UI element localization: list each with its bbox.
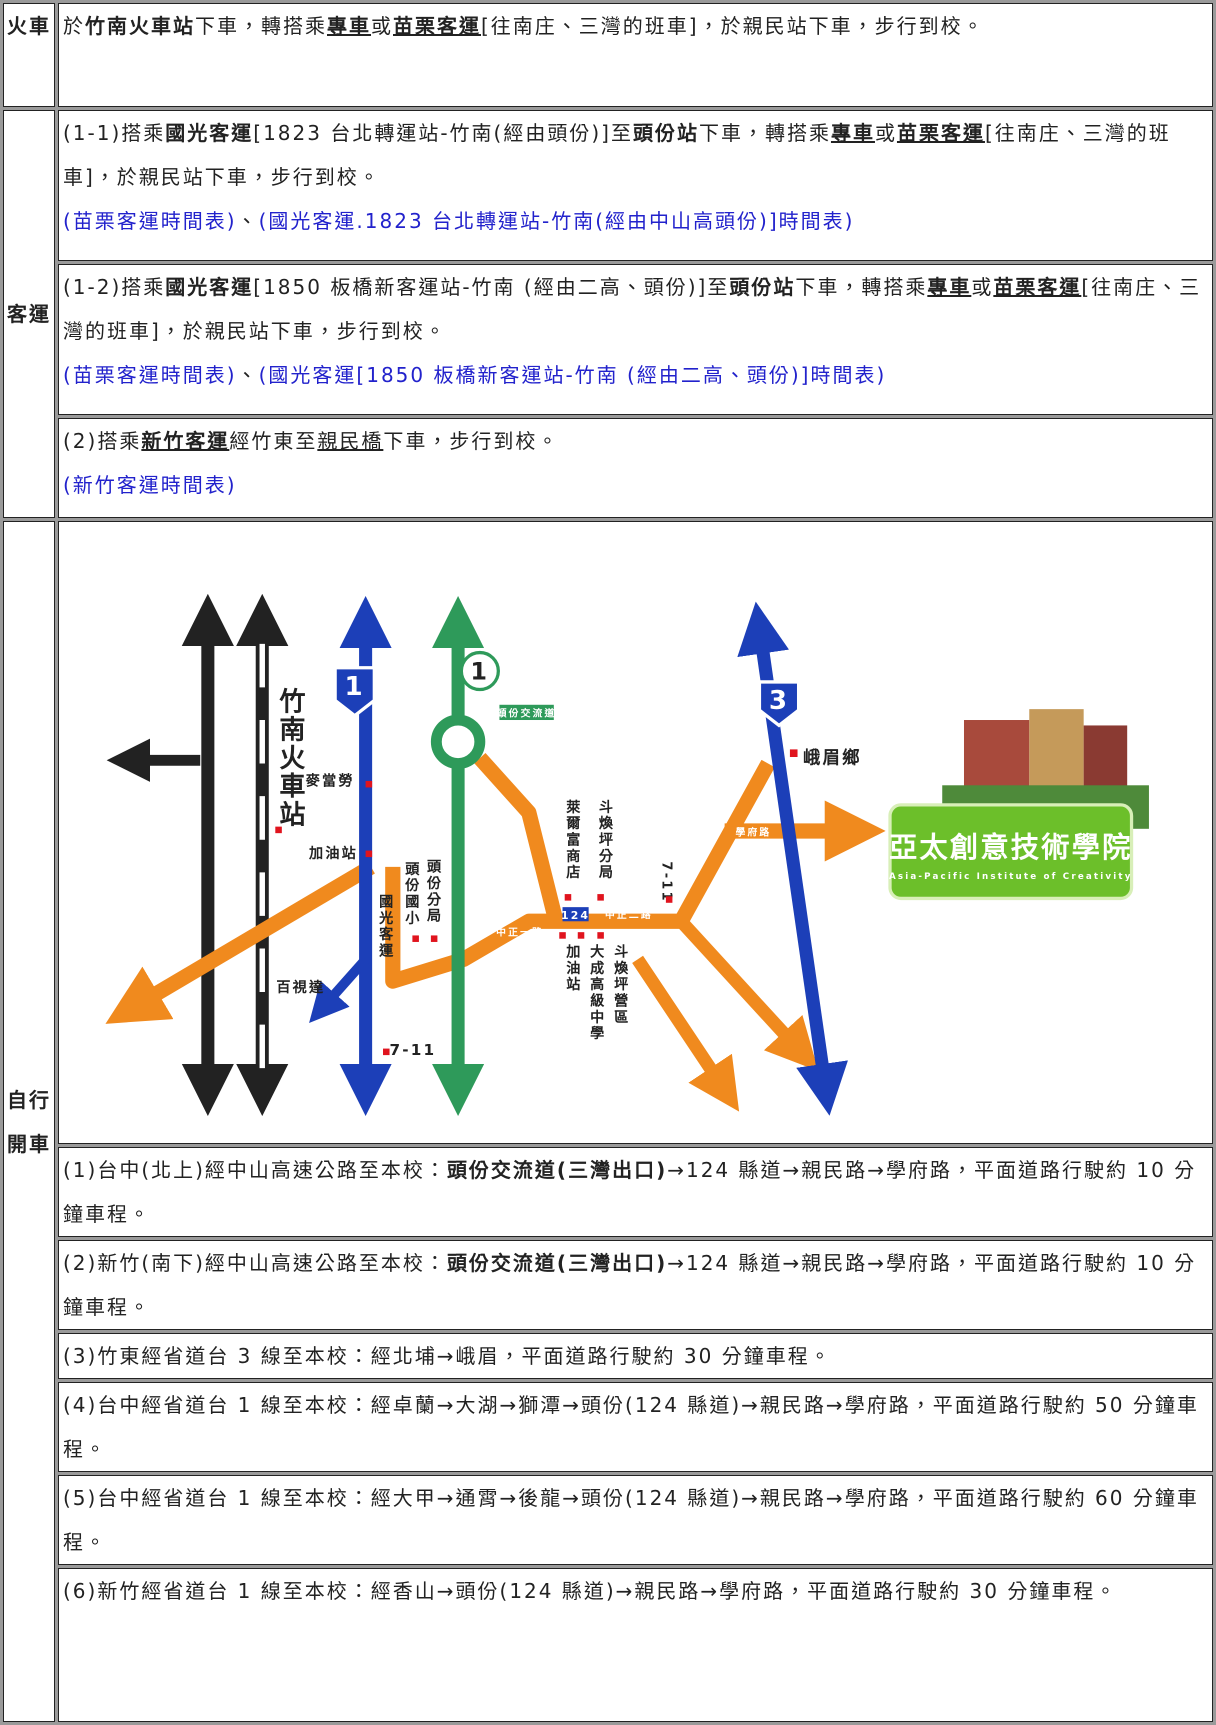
text: 、	[236, 209, 259, 233]
text: 頭份站	[729, 275, 796, 299]
text: [1823 台北轉運站-竹南(經由頭份)]至	[253, 121, 633, 145]
row-label: 火車	[3, 3, 55, 107]
map-label: 竹南火車站	[274, 687, 306, 828]
map-label: 萊爾富商店	[564, 799, 581, 881]
map-label: 麥當勞	[305, 772, 355, 789]
map-label: 頭份交流道	[497, 707, 557, 720]
text: (5)台中經省道台 1 線至本校：經大甲→通霄→後龍→頭份(124 縣道)→親民…	[63, 1486, 1199, 1554]
map-label: 124	[561, 909, 590, 922]
text: 頭份站	[632, 121, 699, 145]
map-label: 頭份分局	[425, 859, 442, 924]
map-label: 學府路	[736, 825, 772, 838]
map-label: 頭份國小	[403, 861, 420, 926]
text: 專車	[830, 121, 875, 145]
text: (1-2)搭乘	[63, 275, 166, 299]
map-label: 斗煥坪營區	[612, 944, 628, 1026]
map-label: 百視達	[276, 979, 325, 996]
text: 苗栗客運	[993, 275, 1082, 299]
link[interactable]: (新竹客運時間表)	[63, 473, 237, 497]
cell: (1-1)搭乘國光客運[1823 台北轉運站-竹南(經由頭份)]至頭份站下車，轉…	[58, 110, 1213, 261]
shield-label: 1	[345, 672, 365, 702]
text: 新竹客運	[141, 429, 230, 453]
text: [往南庄、三灣的班車]，於親民站下車，步行到校。	[63, 121, 1171, 189]
cell: (4)台中經省道台 1 線至本校：經卓蘭→大湖→獅潭→頭份(124 縣道)→親民…	[58, 1382, 1213, 1472]
map-label: 斗煥坪分局	[597, 799, 613, 881]
text: [往南庄、三灣的班車]，於親民站下車，步行到校。	[481, 14, 985, 38]
text: 頭份交流道(三灣出口)	[446, 1251, 668, 1275]
link[interactable]: (苗栗客運時間表)	[63, 363, 237, 387]
map-label: 中正一路	[496, 925, 544, 938]
text: [往南庄、三灣的班車]，於親民站下車，步行到校。	[63, 275, 1202, 343]
cell: (2)搭乘新竹客運經竹東至親民橋下車，步行到校。 (新竹客運時間表)	[58, 418, 1213, 518]
cell: (5)台中經省道台 1 線至本校：經大甲→通霄→後龍→頭份(124 縣道)→親民…	[58, 1475, 1213, 1565]
map-label: 亞太創意技術學院	[889, 831, 1133, 864]
text: →124 縣道→親民路→學府路，平面道路行駛約 10 分鐘車程。	[63, 1158, 1197, 1226]
text: 經竹東至	[229, 429, 318, 453]
text: 竹南火車站	[85, 14, 195, 38]
text: 國光客運	[165, 275, 254, 299]
text: 下車，步行到校。	[383, 429, 560, 453]
route-map: 1 1 3 竹南火車站 麥當勞 加油站 頭份國小 頭份分局 國光客運 百視達 7…	[105, 593, 1149, 1117]
cell: (2)新竹(南下)經中山高速公路至本校：頭份交流道(三灣出口)→124 縣道→親…	[58, 1240, 1213, 1330]
text: 專車	[927, 275, 972, 299]
text: 下車，轉搭乘	[698, 121, 831, 145]
text: [1850 板橋新客運站-竹南 (經由二高、頭份)]至	[253, 275, 730, 299]
text: 苗栗客運	[393, 14, 481, 38]
link[interactable]: (國光客運.1823 台北轉運站-竹南(經由中山高頭份)]時間表)	[258, 209, 855, 233]
text: (4)台中經省道台 1 線至本校：經卓蘭→大湖→獅潭→頭份(124 縣道)→親民…	[63, 1393, 1199, 1461]
map-label: 中正二路	[605, 908, 653, 921]
shield-label: 1	[470, 658, 489, 686]
text: 或	[874, 121, 897, 145]
text: (2)搭乘	[63, 429, 142, 453]
cell: (1)台中(北上)經中山高速公路至本校：頭份交流道(三灣出口)→124 縣道→親…	[58, 1147, 1213, 1237]
row-label: 客運	[3, 110, 55, 518]
text: →124 縣道→親民路→學府路，平面道路行駛約 10 分鐘車程。	[63, 1251, 1197, 1319]
map-cell: 1 1 3 竹南火車站 麥當勞 加油站 頭份國小 頭份分局 國光客運 百視達 7…	[58, 521, 1213, 1144]
text: 親民橋	[317, 429, 384, 453]
map-labels: 竹南火車站 麥當勞 加油站 頭份國小 頭份分局 國光客運 百視達 7-11 萊爾…	[274, 687, 862, 1059]
text: 、	[236, 363, 259, 387]
text: 或	[371, 14, 393, 38]
cell: (1-2)搭乘國光客運[1850 板橋新客運站-竹南 (經由二高、頭份)]至頭份…	[58, 264, 1213, 415]
text: (2)新竹(南下)經中山高速公路至本校：	[63, 1251, 447, 1275]
map-points	[275, 749, 798, 1056]
text: 下車，轉搭乘	[195, 14, 327, 38]
link[interactable]: (國光客運[1850 板橋新客運站-竹南 (經由二高、頭份)]時間表)	[258, 363, 887, 387]
text: 國光客運	[165, 121, 254, 145]
cell: (3)竹東經省道台 3 線至本校：經北埔→峨眉，平面道路行駛約 30 分鐘車程。	[58, 1333, 1213, 1379]
college-picture: 亞太創意技術學院 Asia-Pacific Institute of Creat…	[888, 709, 1149, 901]
link[interactable]: (苗栗客運時間表)	[63, 209, 237, 233]
text: (3)竹東經省道台 3 線至本校：經北埔→峨眉，平面道路行駛約 30 分鐘車程。	[63, 1344, 832, 1368]
map-label: 峨眉鄉	[803, 748, 862, 769]
cell: (6)新竹經省道台 1 線至本校：經香山→頭份(124 縣道)→親民路→學府路，…	[58, 1568, 1213, 1722]
text: (1-1)搭乘	[63, 121, 166, 145]
text: (1)台中(北上)經中山高速公路至本校：	[63, 1158, 447, 1182]
map-label: 加油站	[564, 944, 581, 993]
row-label: 自行開車	[3, 521, 55, 1722]
map-label: 大成高級中學	[588, 944, 604, 1042]
text: 於	[63, 14, 85, 38]
map-label: 7-11	[658, 861, 673, 902]
text: 頭份交流道(三灣出口)	[446, 1158, 668, 1182]
shield-label: 3	[769, 686, 789, 716]
route-shields: 1 1 3	[333, 650, 801, 728]
text: (6)新竹經省道台 1 線至本校：經香山→頭份(124 縣道)→親民路→學府路，…	[63, 1579, 1118, 1603]
map-label: 國光客運	[377, 894, 394, 959]
text: 下車，轉搭乘	[795, 275, 928, 299]
cell: 於竹南火車站下車，轉搭乘專車或苗栗客運[往南庄、三灣的班車]，於親民站下車，步行…	[58, 3, 1213, 107]
map-label: Asia-Pacific Institute of Creativity	[889, 872, 1133, 882]
text: 專車	[327, 14, 371, 38]
text: 或	[971, 275, 994, 299]
text: 苗栗客運	[896, 121, 985, 145]
roads	[105, 593, 886, 1117]
map-label: 7-11	[390, 1041, 437, 1059]
map-label: 加油站	[308, 845, 358, 862]
